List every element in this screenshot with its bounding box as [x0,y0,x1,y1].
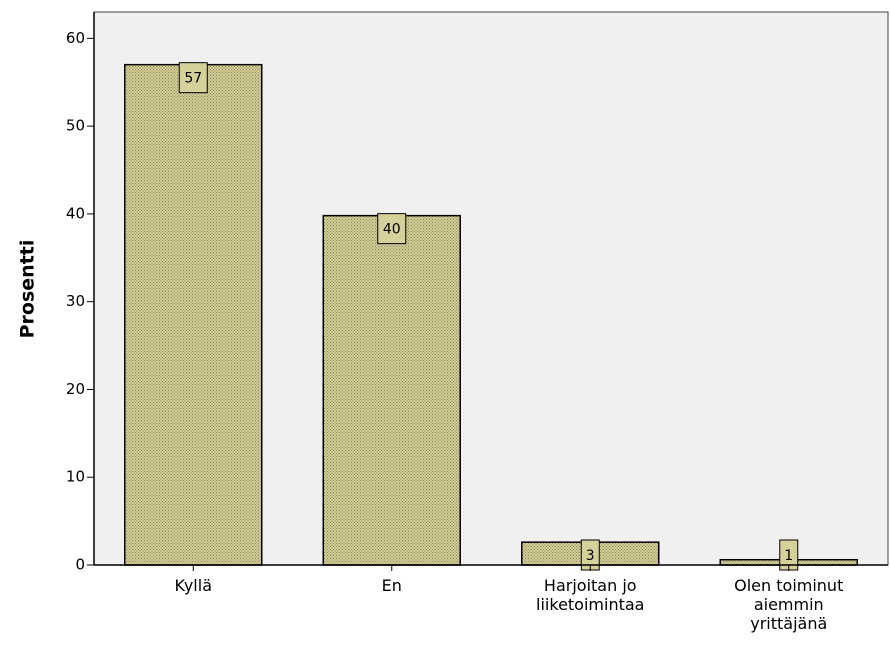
y-tick-label-60: 60 [66,29,85,47]
y-tick-label-20: 20 [66,380,85,398]
x-tick-label-3-2: yrittäjänä [750,614,827,633]
data-label-0: 57 [184,71,202,87]
data-label-2: 3 [586,548,595,564]
data-label-box-1 [377,213,407,245]
x-tick-label-3-1: aiemmin [754,595,824,614]
x-tick-label-0-0: Kyllä [175,576,213,595]
bar-1 [322,214,461,566]
y-tick-label-40: 40 [66,204,85,222]
x-tick-label-3-0: Olen toiminut [734,576,843,595]
data-label-box-0 [178,62,208,94]
y-tick-label-30: 30 [66,292,85,310]
y-tick-label-0: 0 [75,556,85,574]
y-tick-label-50: 50 [66,117,85,135]
bar-0 [124,63,263,566]
data-label-3: 1 [784,548,793,564]
y-axis-title: Prosentti [17,240,39,339]
x-tick-label-2-1: liiketoimintaa [536,595,644,614]
data-label-1: 40 [383,222,401,238]
x-tick-label-2-0: Harjoitan jo [544,576,637,595]
x-tick-label-1-0: En [382,576,402,595]
y-tick-label-10: 10 [66,468,85,486]
